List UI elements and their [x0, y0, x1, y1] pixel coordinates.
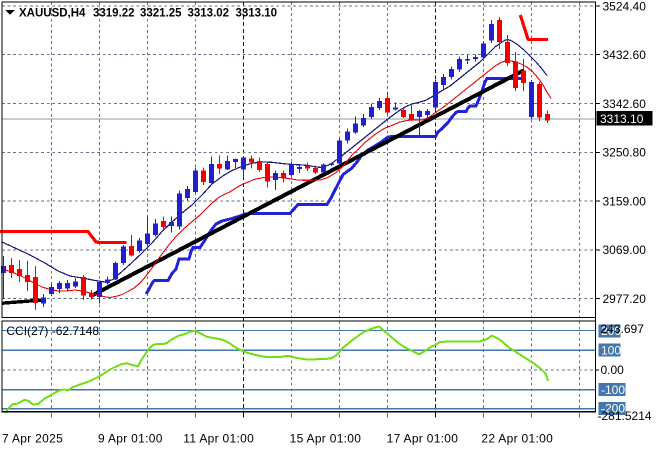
- svg-text:3313.10: 3313.10: [236, 8, 278, 20]
- svg-text:243.697: 243.697: [601, 322, 645, 336]
- svg-text:-100: -100: [601, 383, 625, 397]
- svg-text:22 Apr 01:00: 22 Apr 01:00: [481, 432, 553, 446]
- svg-text:3159.00: 3159.00: [603, 194, 647, 208]
- svg-text:3313.02: 3313.02: [188, 8, 230, 20]
- svg-text:3069.00: 3069.00: [603, 243, 647, 257]
- svg-text:3432.60: 3432.60: [603, 48, 647, 62]
- svg-text:3250.80: 3250.80: [603, 146, 647, 160]
- svg-text:7 Apr 2025: 7 Apr 2025: [2, 432, 63, 446]
- svg-text:100: 100: [601, 344, 621, 358]
- svg-text:-281.5214: -281.5214: [598, 409, 652, 423]
- svg-text:200: 200: [601, 324, 621, 338]
- svg-text:3321.25: 3321.25: [140, 8, 182, 20]
- svg-text:-200: -200: [601, 402, 625, 416]
- svg-text:XAUUSD,H4: XAUUSD,H4: [19, 8, 86, 20]
- svg-text:2977.20: 2977.20: [603, 292, 647, 306]
- svg-text:3313.10: 3313.10: [600, 112, 644, 126]
- svg-text:15 Apr 01:00: 15 Apr 01:00: [290, 432, 362, 446]
- svg-text:3319.22: 3319.22: [93, 8, 135, 20]
- svg-text:11 Apr 01:00: 11 Apr 01:00: [183, 432, 254, 446]
- svg-text:3524.40: 3524.40: [603, 0, 647, 13]
- svg-text:9 Apr 01:00: 9 Apr 01:00: [98, 432, 163, 446]
- svg-text:CCI(27) -62.7148: CCI(27) -62.7148: [6, 324, 99, 338]
- svg-text:3342.60: 3342.60: [603, 97, 647, 111]
- svg-text:17 Apr 01:00: 17 Apr 01:00: [387, 432, 459, 446]
- svg-text:0.00: 0.00: [601, 363, 625, 377]
